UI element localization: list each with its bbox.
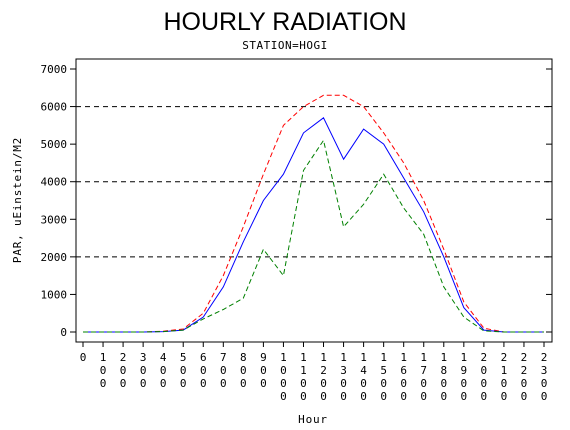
y-tick-label: 4000: [41, 176, 68, 189]
series-line: [83, 94, 544, 333]
chart-subtitle: STATION=HOGI: [242, 39, 327, 52]
y-tick-label: 2000: [41, 251, 68, 264]
y-tick-label: 1000: [41, 288, 68, 301]
series-line: [83, 117, 544, 333]
x-axis-label: Hour: [298, 413, 328, 426]
series-line: [83, 139, 544, 333]
y-tick-label: 6000: [41, 101, 68, 114]
y-tick-label: 7000: [41, 63, 68, 76]
y-tick-label: 3000: [41, 213, 68, 226]
y-axis-label: PAR, uEinstein/M2: [11, 137, 24, 263]
chart-title: HOURLY RADIATION: [163, 8, 406, 36]
y-axis: 0 1000 2000 3000 4000 5000 6000 7000: [41, 63, 552, 339]
reference-lines: [76, 106, 552, 258]
y-tick-label: 0: [60, 326, 67, 339]
plot-area: [75, 58, 553, 343]
plot-frame: [75, 58, 553, 343]
x-axis: 0 1 0 0 2 0 0 3 0 0 4 0 0 5 0 0 6 0 0 7 0 0 8 0 0 9 0 0 1 0 0 0 1 1 0 0 1 2 0 0…: [80, 342, 548, 403]
series-lines: [83, 94, 544, 333]
y-tick-label: 5000: [41, 138, 68, 151]
x-tick-label: 0: [80, 351, 87, 364]
